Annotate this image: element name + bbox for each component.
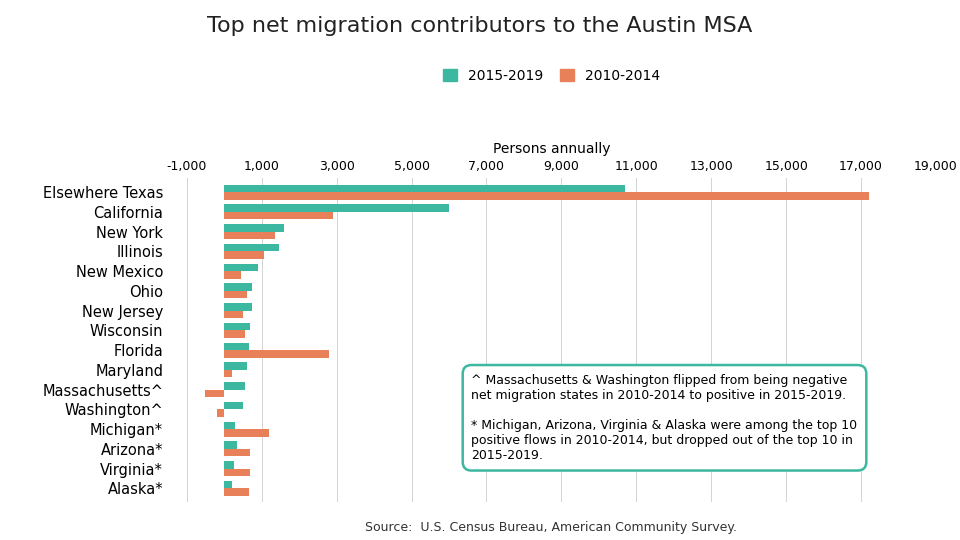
Bar [225,342,249,350]
Bar [225,303,252,310]
Bar [225,232,275,239]
Bar [225,449,251,456]
Bar [225,323,251,330]
Legend: 2015-2019, 2010-2014: 2015-2019, 2010-2014 [444,69,660,83]
Bar [225,429,269,437]
Bar [225,402,243,409]
Bar [225,370,231,377]
Bar [225,488,249,496]
Bar [225,271,241,279]
Bar [225,469,251,476]
Bar [225,244,278,251]
Bar [217,409,225,417]
Bar [225,185,625,192]
Bar [225,212,333,219]
Text: ^ Massachusetts & Washington flipped from being negative
net migration states in: ^ Massachusetts & Washington flipped fro… [471,374,857,462]
Bar [225,284,252,291]
Text: Top net migration contributors to the Austin MSA: Top net migration contributors to the Au… [207,16,753,36]
Bar [225,330,245,338]
Bar [225,441,237,449]
Bar [225,192,869,200]
X-axis label: Persons annually: Persons annually [493,143,611,157]
Bar [225,224,284,232]
Bar [225,422,235,429]
Bar [225,264,258,271]
Bar [225,362,247,370]
Bar [225,291,247,298]
Bar [225,481,231,488]
Text: Source:  U.S. Census Bureau, American Community Survey.: Source: U.S. Census Bureau, American Com… [365,521,737,534]
Bar [225,350,329,357]
Bar [225,461,233,469]
Bar [225,310,243,318]
Bar [225,204,449,212]
Bar [205,389,225,397]
Bar [225,382,245,389]
Bar [225,251,264,259]
